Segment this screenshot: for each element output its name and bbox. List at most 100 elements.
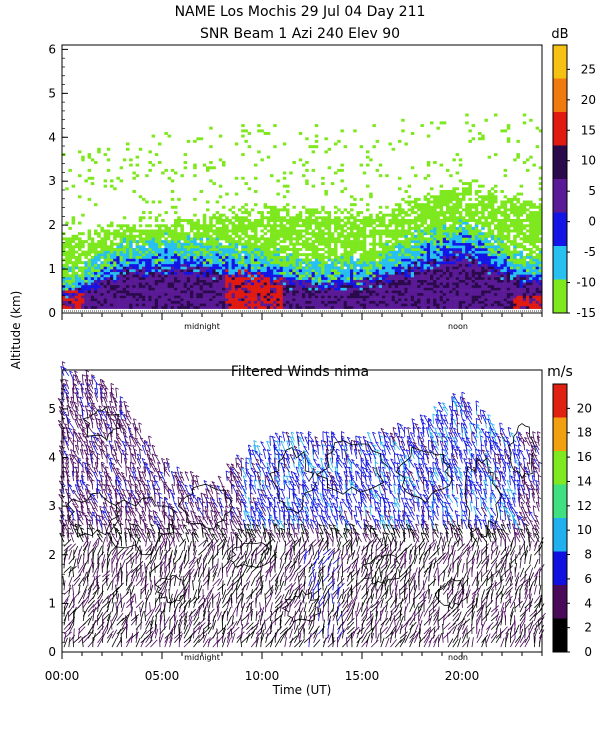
snr-cell — [366, 255, 370, 259]
snr-cell — [490, 232, 495, 236]
snr-cell — [506, 298, 511, 302]
snr-cell — [122, 290, 127, 294]
snr-cell — [100, 266, 104, 270]
snr-cell — [106, 287, 111, 291]
snr-cell — [484, 306, 488, 309]
snr-cell — [430, 211, 434, 215]
snr-cell — [378, 271, 383, 275]
snr-cell — [126, 292, 130, 296]
snr-cell — [324, 263, 328, 267]
snr-cell — [455, 300, 460, 304]
snr-cell — [266, 292, 271, 296]
snr-cell — [449, 300, 453, 304]
snr-cell — [241, 205, 245, 209]
snr-cell — [446, 234, 450, 238]
snr-cell — [471, 229, 476, 233]
snr-cell — [423, 295, 428, 299]
snr-cell — [302, 279, 306, 283]
snr-cell — [74, 263, 79, 267]
snr-cell — [286, 255, 290, 259]
snr-cell — [174, 226, 178, 230]
snr-cell — [417, 229, 421, 233]
snr-cell — [295, 213, 300, 217]
snr-cell — [369, 279, 373, 283]
snr-cell — [487, 295, 492, 299]
snr-cell — [78, 298, 82, 302]
snr-cell — [362, 271, 367, 275]
snr-cell — [458, 219, 463, 222]
snr-cell — [138, 303, 143, 307]
snr-cell — [468, 211, 472, 215]
snr-cell — [263, 242, 268, 246]
snr-cell — [167, 255, 172, 259]
snr-cell — [468, 269, 472, 273]
snr-cell — [468, 258, 472, 262]
snr-cell — [286, 269, 290, 273]
snr-cell — [292, 306, 296, 309]
snr-cell — [481, 195, 485, 199]
snr-cell — [439, 224, 444, 228]
snr-cell — [487, 229, 492, 233]
snr-cell — [465, 284, 469, 288]
snr-cell — [142, 306, 146, 309]
snr-cell — [62, 282, 66, 286]
snr-cell — [327, 271, 332, 275]
snr-cell — [449, 271, 453, 275]
snr-cell — [180, 292, 184, 296]
snr-cell — [439, 192, 444, 196]
snr-cell — [260, 266, 264, 270]
snr-cell — [378, 216, 383, 220]
snr-cell — [228, 263, 232, 267]
snr-cell — [270, 274, 274, 278]
snr-cell — [503, 295, 508, 299]
snr-cell — [106, 232, 111, 236]
snr-cell — [426, 245, 431, 249]
snr-cell — [487, 205, 492, 209]
snr-cell — [145, 237, 149, 241]
snr-cell — [129, 261, 133, 265]
snr-cell — [247, 279, 252, 283]
snr-cell — [324, 137, 328, 141]
snr-cell — [110, 224, 114, 228]
snr-cell — [340, 258, 344, 262]
snr-cell — [471, 271, 476, 275]
snr-cell — [423, 269, 428, 273]
snr-cell — [81, 158, 85, 162]
snr-cell — [350, 300, 354, 304]
snr-cell — [292, 261, 296, 265]
snr-cell — [324, 250, 328, 254]
snr-cell — [135, 298, 140, 302]
snr-cell — [449, 298, 453, 302]
snr-cell — [206, 303, 210, 307]
snr-cell — [276, 234, 280, 238]
snr-cell — [401, 242, 405, 246]
snr-cell — [468, 203, 472, 207]
snr-cell — [359, 269, 364, 273]
snr-cell — [398, 250, 402, 254]
snr-cell — [346, 303, 351, 307]
snr-cell — [151, 245, 156, 249]
snr-cell — [148, 287, 152, 291]
snr-cell — [458, 261, 463, 265]
snr-cell — [487, 213, 492, 217]
snr-cell — [87, 261, 92, 265]
snr-cell — [225, 266, 229, 270]
snr-cell — [263, 258, 268, 262]
snr-cell — [321, 208, 325, 212]
snr-cell — [458, 284, 463, 288]
snr-cell — [481, 292, 485, 296]
snr-cell — [458, 271, 463, 275]
snr-cell — [286, 245, 290, 249]
snr-cell — [372, 234, 376, 238]
snr-cell — [180, 174, 184, 178]
snr-cell — [343, 216, 348, 220]
snr-cell — [295, 261, 300, 265]
snr-cell — [362, 261, 367, 265]
snr-cell — [151, 240, 156, 244]
snr-cell — [484, 253, 488, 257]
snr-cell — [126, 255, 130, 259]
snr-cell — [190, 240, 194, 244]
snr-cell — [458, 240, 463, 244]
snr-cell — [71, 300, 76, 304]
snr-cell — [103, 306, 108, 309]
